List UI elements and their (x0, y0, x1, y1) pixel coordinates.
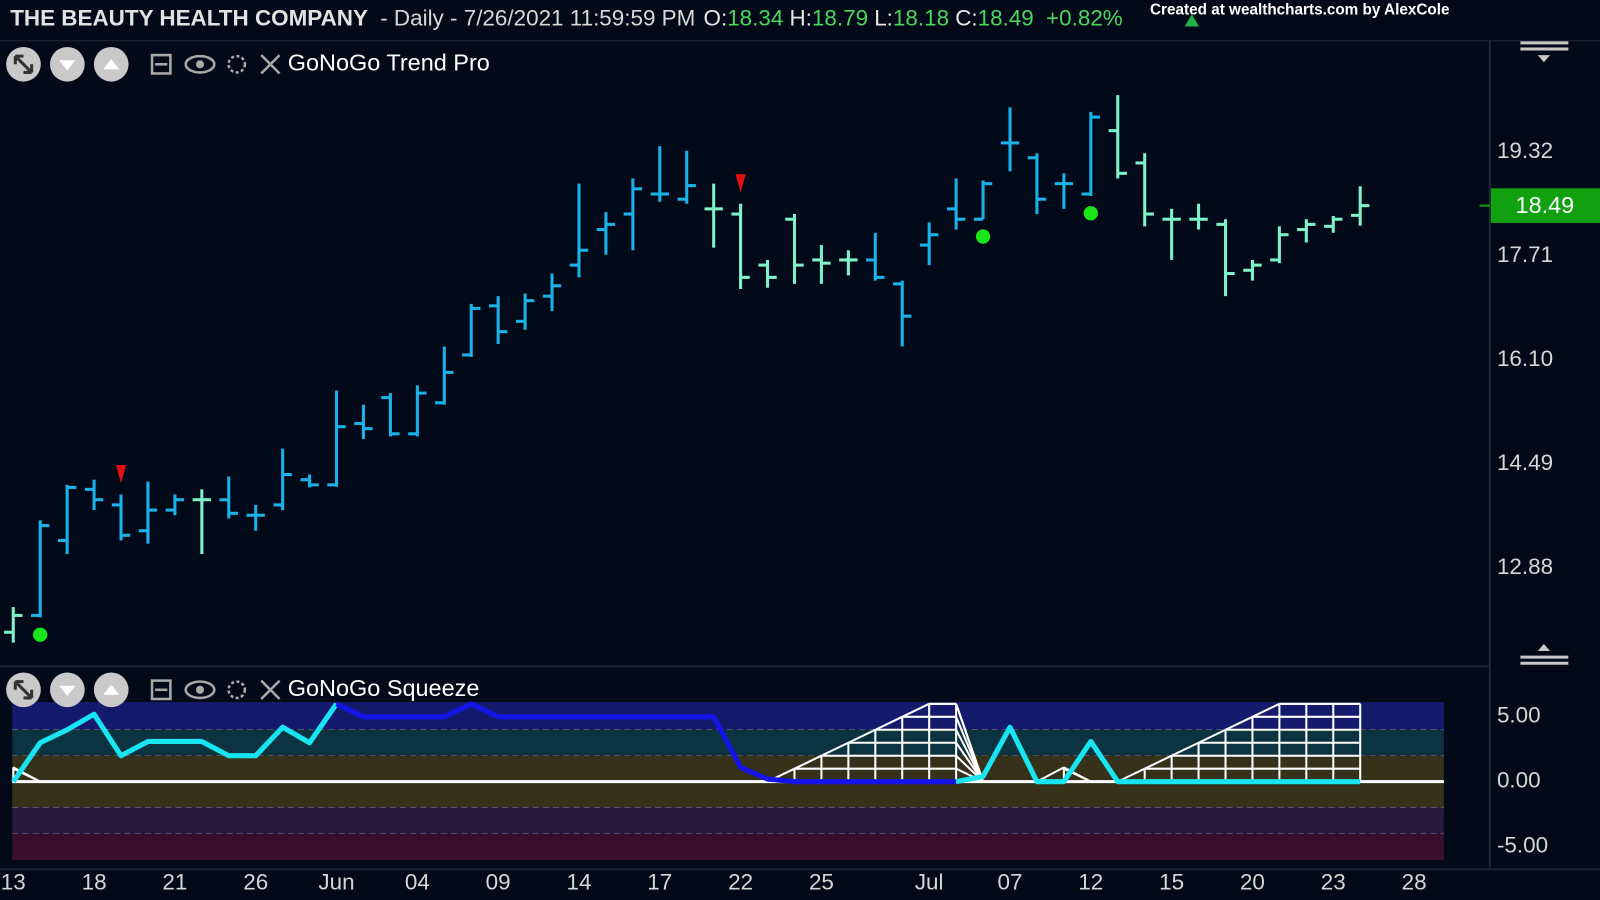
squeeze-grid (1198, 728, 1226, 744)
eye-icon[interactable] (184, 680, 216, 700)
gear-icon[interactable] (227, 54, 247, 74)
y-tick-label: -5.00 (1497, 832, 1548, 857)
up-arrow (1184, 14, 1199, 27)
ohlc-value: 18.34 (727, 5, 783, 30)
x-tick-label: 13 (1, 870, 26, 895)
squeeze-grid (1171, 741, 1200, 757)
zone-band (12, 833, 1444, 861)
last-price-box (1490, 188, 1600, 223)
y-tick-label: 5.00 (1497, 703, 1541, 728)
menu-icon[interactable] (1520, 41, 1569, 63)
x-tick-label: 21 (162, 870, 187, 895)
x-tick-label: 25 (809, 870, 834, 895)
x-tick-label: 18 (82, 870, 107, 895)
ohlc-value: 18.49 (978, 5, 1034, 30)
squeeze-grid (1144, 754, 1173, 770)
x-tick-label: 17 (647, 870, 672, 895)
menu-icon[interactable] (1520, 643, 1569, 665)
close-icon[interactable] (260, 54, 281, 75)
zone-band (12, 702, 1444, 730)
squeeze-grid (794, 754, 822, 770)
squeeze-grid (847, 728, 876, 744)
x-tick-label: 20 (1240, 870, 1265, 895)
go-signal (1083, 206, 1098, 221)
change: +0.82% (1046, 5, 1123, 30)
x-tick-label: 12 (1078, 870, 1103, 895)
y-tick-label: 16.10 (1497, 346, 1553, 371)
panel-title: GoNoGo Trend Pro (288, 49, 490, 75)
squeeze-grid (820, 741, 849, 757)
x-tick-label: 07 (998, 870, 1023, 895)
x-tick-label: 26 (243, 870, 268, 895)
nogo-signal (735, 174, 746, 193)
go-signal (975, 229, 991, 244)
up-icon (103, 59, 120, 70)
ohlc-label: C: (955, 5, 977, 30)
x-tick-label: 28 (1402, 870, 1427, 895)
company: THE BEAUTY HEALTH COMPANY (10, 5, 368, 30)
x-tick-label: 15 (1159, 870, 1184, 895)
squeeze-line (955, 724, 1361, 785)
eye-icon[interactable] (184, 54, 216, 74)
gear-icon[interactable] (227, 680, 247, 700)
squeeze-line (335, 701, 957, 785)
expand-icon (13, 680, 34, 700)
y-tick-label: 12.88 (1497, 554, 1553, 579)
x-tick-label: 23 (1321, 870, 1346, 895)
panel-title: GoNoGo Squeeze (288, 675, 480, 701)
last-price-label: 18.49 (1516, 192, 1575, 218)
plot: 12.88 14.49 16.10 17.71 19.32 13 18 21 26 Jun 04 09… (1, 95, 1600, 895)
panel-toolbar: GoNoGo Trend Pro (6, 46, 490, 82)
watermark: Created at wealthcharts.com by AlexCole (1150, 1, 1450, 18)
panel-toolbar: GoNoGo Squeeze (6, 672, 480, 708)
period: - Daily - 7/26/2021 11:59:59 PM (380, 5, 695, 30)
ohlc-value: 18.18 (893, 5, 949, 30)
x-tick-label: Jun (318, 870, 354, 895)
ohlc-label: H: (789, 5, 811, 30)
y-tick-label: 14.49 (1497, 450, 1553, 475)
ohlc-label: O: (704, 5, 728, 30)
expand-icon (13, 54, 34, 74)
x-tick-label: 04 (405, 870, 430, 895)
squeeze-grid (874, 715, 903, 731)
eye-pupil (195, 685, 205, 694)
down-icon (59, 685, 76, 696)
eye-pupil (195, 60, 205, 69)
down-icon (59, 60, 76, 71)
squeeze-line (11, 702, 339, 784)
zone-band (12, 807, 1444, 834)
ohlc-label: L: (874, 5, 893, 30)
x-tick-label: 09 (486, 870, 511, 895)
squeeze-grid (1225, 715, 1253, 731)
collapse-icon[interactable] (150, 679, 172, 701)
y-tick-label: 19.32 (1497, 138, 1553, 163)
collapse-icon[interactable] (150, 53, 172, 75)
squeeze-grid (955, 703, 985, 782)
x-tick-label: 14 (566, 870, 591, 895)
header: THE BEAUTY HEALTH COMPANY - Daily - 7/26/… (10, 5, 1123, 30)
nogo-signal (115, 464, 127, 484)
y-tick-label: 17.71 (1497, 242, 1553, 267)
x-tick-label: Jul (915, 870, 944, 895)
ohlc-value: 18.79 (812, 5, 868, 30)
go-signal (33, 627, 48, 642)
up-icon (103, 684, 120, 695)
squeeze-grid (1252, 702, 1280, 718)
squeeze-grid (901, 702, 930, 718)
close-icon[interactable] (260, 679, 281, 700)
x-tick-label: 22 (728, 870, 753, 895)
y-tick-label: 0.00 (1497, 768, 1541, 793)
